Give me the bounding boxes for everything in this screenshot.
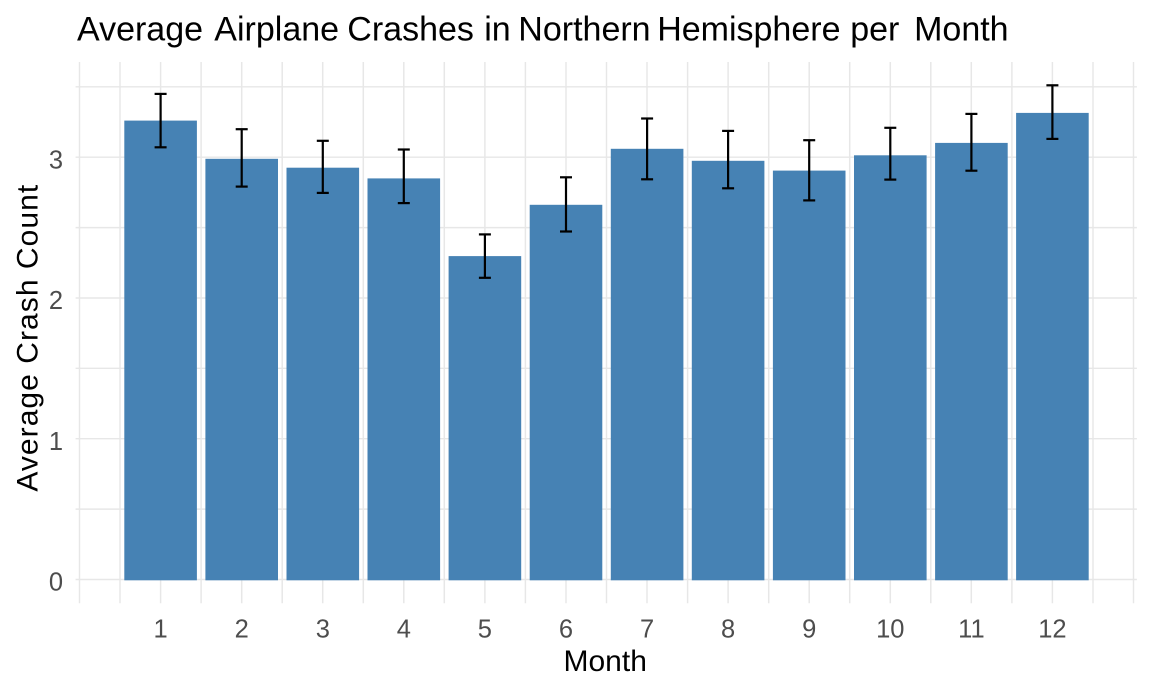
svg-text:12: 12 (1038, 616, 1066, 644)
svg-text:1: 1 (154, 616, 168, 644)
svg-text:Average Crash Count: Average Crash Count (12, 184, 45, 492)
svg-text:Month: Month (564, 645, 647, 678)
svg-text:7: 7 (640, 616, 654, 644)
svg-text:3: 3 (49, 146, 63, 174)
svg-text:0: 0 (49, 569, 63, 597)
svg-text:2: 2 (235, 616, 249, 644)
svg-text:9: 9 (802, 616, 816, 644)
svg-text:6: 6 (559, 616, 573, 644)
svg-text:4: 4 (397, 616, 411, 644)
svg-text:3: 3 (316, 616, 330, 644)
svg-text:8: 8 (721, 616, 735, 644)
svg-text:11: 11 (958, 616, 984, 644)
svg-text:2: 2 (49, 287, 63, 315)
svg-text:5: 5 (478, 616, 492, 644)
svg-text:10: 10 (876, 616, 904, 644)
svg-text:1: 1 (49, 428, 63, 456)
